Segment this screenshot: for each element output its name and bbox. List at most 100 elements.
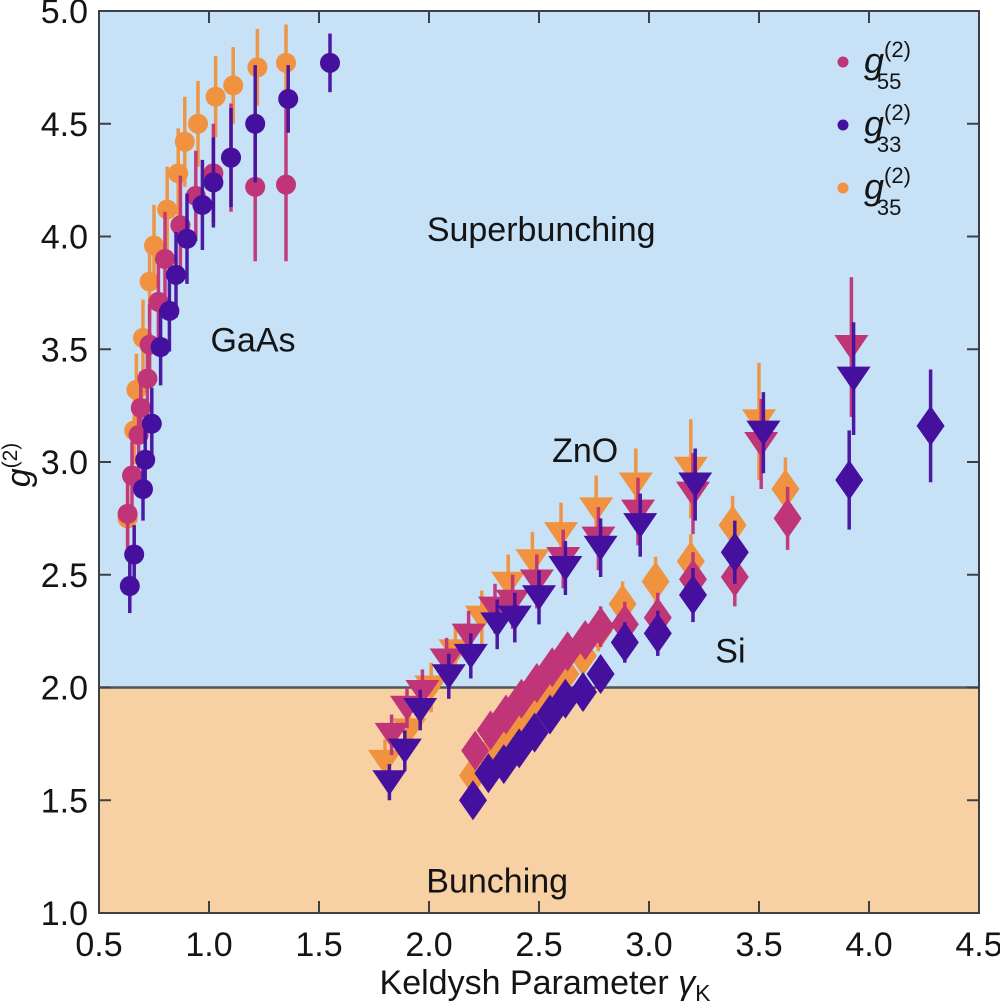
data-point-circle <box>320 52 340 73</box>
data-point-triangle <box>431 664 466 690</box>
series-g33-gaas <box>119 33 340 614</box>
annotation-si: Si <box>715 633 745 671</box>
data-point-diamond <box>586 653 615 694</box>
data-point-triangle <box>374 722 409 748</box>
x-tick-label: 2.5 <box>515 926 562 964</box>
x-axis-title: Keldysh Parameter γK <box>380 964 712 1002</box>
data-point-circle <box>276 174 296 195</box>
x-tick-label: 4.0 <box>845 926 892 964</box>
data-point-circle <box>141 413 162 434</box>
x-tick-label: 3.0 <box>625 926 672 964</box>
x-tick-label: 0.5 <box>75 926 122 964</box>
data-point-triangle <box>495 589 530 615</box>
legend-label: g(2) 33 <box>864 100 911 157</box>
data-point-triangle <box>480 612 515 638</box>
x-tick-label: 4.5 <box>955 926 1000 964</box>
legend-label: g(2) 55 <box>864 37 911 94</box>
data-point-triangle <box>746 420 781 446</box>
y-tick-label: 1.5 <box>41 782 88 820</box>
data-point-triangle <box>618 472 653 498</box>
data-point-circle <box>117 503 138 524</box>
annotation-zno: ZnO <box>552 432 618 470</box>
y-axis-title: g(2) <box>0 443 38 488</box>
data-point-triangle <box>453 643 488 669</box>
data-point-circle <box>278 88 299 109</box>
data-point-circle <box>166 264 186 285</box>
data-point-triangle <box>544 522 578 548</box>
annotation-gaas: GaAs <box>210 322 295 360</box>
data-point-diamond <box>679 575 707 616</box>
data-point-circle <box>245 113 266 134</box>
series-g33-si <box>459 369 945 821</box>
data-point-diamond <box>569 672 597 713</box>
data-point-triangle <box>623 513 658 539</box>
data-point-triangle <box>621 499 655 525</box>
data-point-triangle <box>387 738 422 764</box>
data-point-triangle <box>744 431 779 457</box>
x-tick-label: 1.0 <box>185 926 232 964</box>
data-point-circle <box>221 147 241 168</box>
data-point-triangle <box>429 648 464 674</box>
data-point-diamond <box>641 561 670 602</box>
data-point-diamond <box>718 505 747 546</box>
data-point-diamond <box>461 730 490 771</box>
data-point-circle <box>177 228 197 249</box>
y-tick-label: 3.5 <box>41 331 88 369</box>
data-point-triangle <box>515 549 550 575</box>
data-point-circle <box>139 271 160 292</box>
data-point-diamond <box>610 622 639 663</box>
annotation-bunching: Bunching <box>426 863 568 901</box>
data-point-circle <box>157 199 178 220</box>
y-tick-label: 2.0 <box>41 670 88 708</box>
y-tick-label: 5.0 <box>41 0 88 31</box>
data-point-circle <box>155 249 175 270</box>
legend-item-g35: g(2) 35 <box>837 163 911 220</box>
data-point-circle <box>150 336 171 357</box>
data-point-triangle <box>836 366 871 392</box>
data-point-circle <box>188 113 208 134</box>
data-point-diamond <box>773 498 802 539</box>
data-point-circle <box>223 75 244 96</box>
data-point-circle <box>203 172 224 193</box>
y-tick-label: 4.5 <box>41 106 88 144</box>
data-point-diamond <box>520 712 549 753</box>
data-point-circle <box>276 52 296 73</box>
legend-marker <box>837 56 849 68</box>
data-point-circle <box>133 479 153 500</box>
data-point-triangle <box>478 596 512 622</box>
data-point-circle <box>247 57 268 78</box>
data-point-diamond <box>643 613 672 654</box>
data-point-circle <box>192 194 213 215</box>
y-tick-label: 2.5 <box>41 557 88 595</box>
y-tick-label: 1.0 <box>41 895 88 933</box>
data-point-diamond <box>916 405 945 446</box>
data-point-triangle <box>405 680 440 706</box>
data-point-diamond <box>586 606 615 647</box>
data-point-diamond <box>720 532 749 573</box>
data-point-triangle <box>548 555 583 581</box>
data-point-triangle <box>403 698 438 724</box>
data-point-circle <box>144 235 164 256</box>
series-g33-zno <box>372 322 871 801</box>
legend-item-g55: g(2) 55 <box>837 37 911 94</box>
x-tick-label: 3.5 <box>735 926 782 964</box>
data-point-triangle <box>673 456 708 482</box>
legend-item-g33: g(2) 33 <box>837 100 911 157</box>
data-point-triangle <box>372 770 407 796</box>
data-point-diamond <box>835 460 864 501</box>
data-point-triangle <box>522 585 556 611</box>
annotation-superbunching: Superbunching <box>427 211 656 249</box>
legend-marker <box>837 119 849 131</box>
data-point-circle <box>137 368 158 389</box>
data-point-triangle <box>519 569 554 595</box>
data-point-triangle <box>491 571 526 597</box>
data-point-circle <box>205 86 226 107</box>
data-point-triangle <box>497 605 532 631</box>
data-point-triangle <box>678 472 713 498</box>
x-tick-label: 1.5 <box>295 926 342 964</box>
data-point-circle <box>245 176 266 197</box>
data-point-diamond <box>771 469 800 510</box>
data-point-triangle <box>368 749 402 775</box>
